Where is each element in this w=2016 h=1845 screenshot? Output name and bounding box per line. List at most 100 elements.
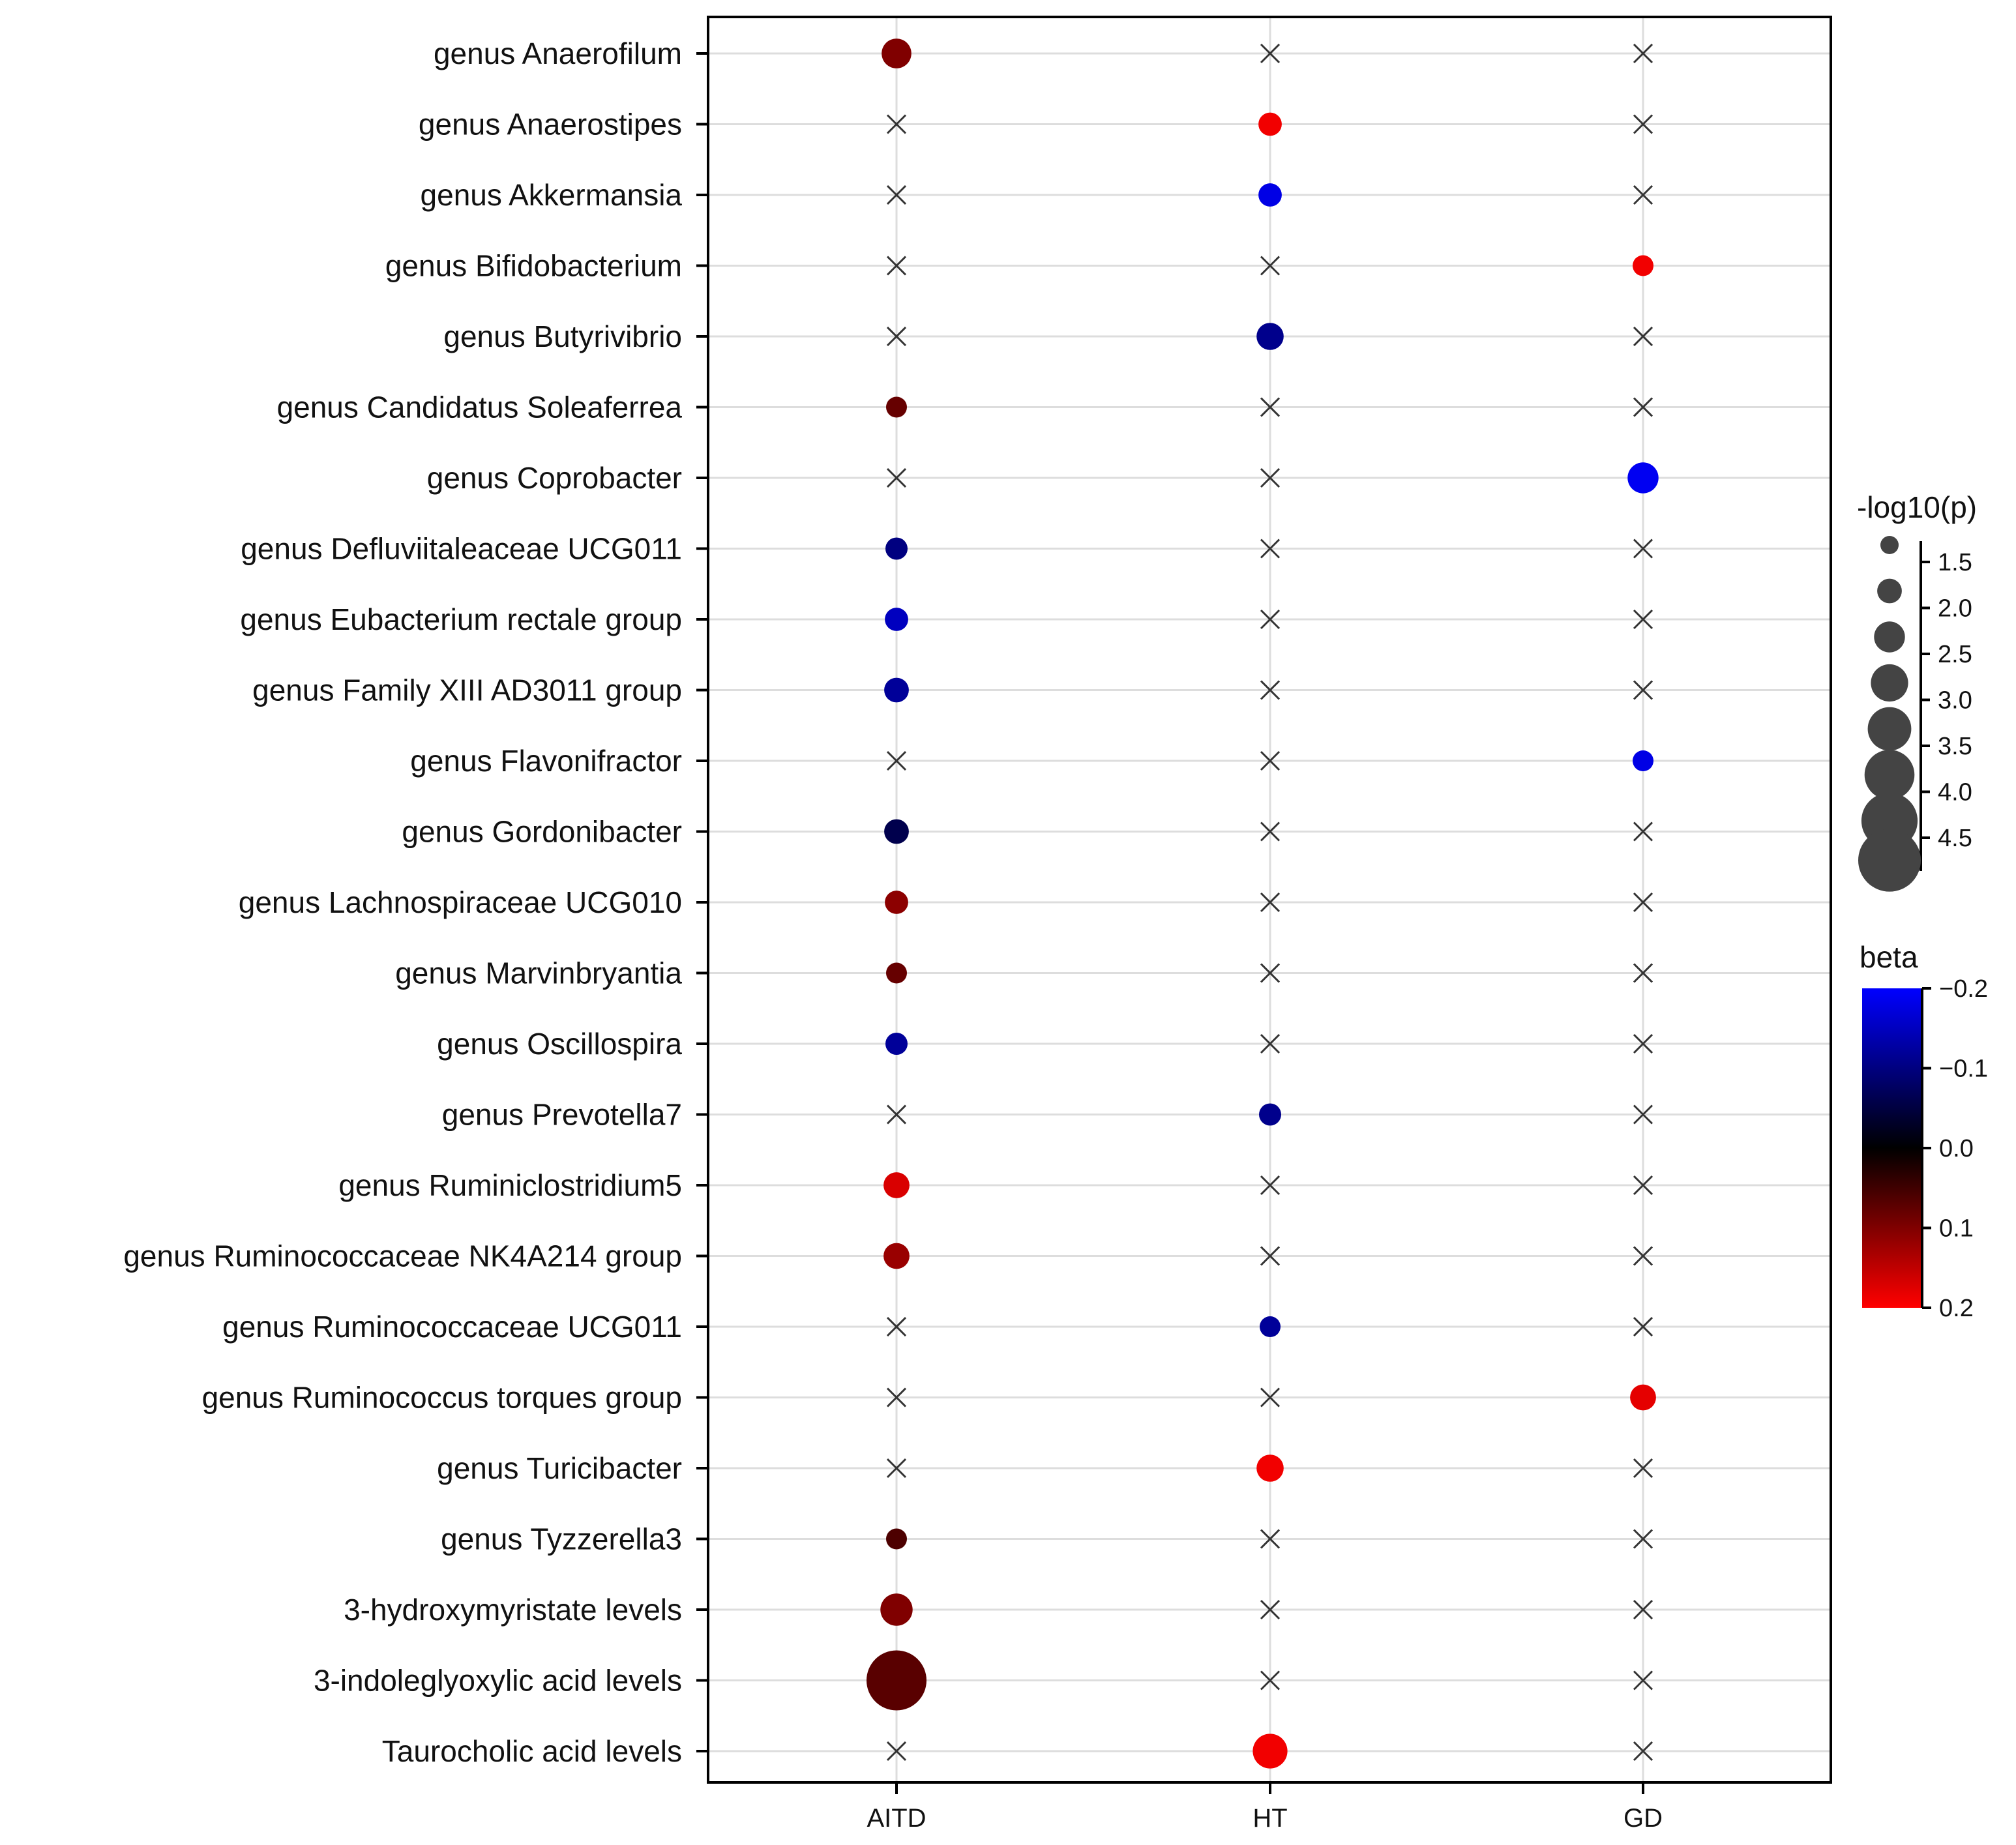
y-tick-label: genus Tyzzerella3: [441, 1522, 682, 1556]
y-tick-label: genus Bifidobacterium: [385, 249, 682, 283]
y-tick-label: genus Butyrivibrio: [443, 319, 682, 353]
data-dot: [1260, 1316, 1281, 1337]
absent-cross: [1260, 256, 1281, 276]
absent-cross: [1633, 1599, 1653, 1620]
y-tick-label: genus Ruminiclostridium5: [338, 1168, 682, 1202]
data-dot: [883, 1243, 910, 1269]
size-legend-dot: [1867, 707, 1912, 751]
absent-cross: [1633, 1529, 1653, 1549]
y-tick-label: genus Flavonifractor: [410, 744, 682, 778]
absent-cross: [886, 256, 907, 276]
absent-cross: [1260, 1033, 1281, 1054]
color-legend: beta −0.2 −0.1 0.0 0.1 0.2: [1860, 940, 1988, 1322]
absent-cross: [1633, 1741, 1653, 1762]
absent-cross: [1260, 1246, 1281, 1266]
y-tick-label: genus Defluviitaleaceae UCG011: [241, 532, 682, 566]
absent-cross: [1633, 1175, 1653, 1196]
size-legend-dot: [1880, 536, 1899, 554]
size-legend-tick-label: 3.0: [1938, 687, 1972, 715]
data-dot: [1627, 462, 1659, 494]
y-tick-label: genus Eubacterium rectale group: [240, 602, 682, 636]
data-dot: [1256, 323, 1284, 350]
data-dot: [884, 677, 909, 703]
data-dot: [885, 1033, 908, 1055]
x-tick-label: GD: [1623, 1804, 1663, 1833]
absent-cross: [1633, 1033, 1653, 1054]
size-legend-tick-label: 4.5: [1938, 825, 1972, 852]
data-dot: [1633, 255, 1653, 276]
size-legend: -log10(p) 1.5 2.0 2.5 3.0 3.5 4.0 4.5: [1857, 490, 1977, 892]
data-dot: [886, 396, 907, 418]
y-tick-label: genus Turicibacter: [437, 1451, 682, 1485]
data-dot: [867, 1650, 926, 1711]
y-tick-label: Taurocholic acid levels: [382, 1734, 682, 1768]
y-tick-label: genus Lachnospiraceae UCG010: [239, 885, 682, 919]
absent-cross: [886, 1458, 907, 1479]
data-dot: [885, 608, 908, 631]
absent-cross: [1260, 750, 1281, 771]
y-tick-label: genus Coprobacter: [427, 461, 682, 495]
absent-cross: [1260, 1175, 1281, 1196]
color-legend-tick-label: 0.0: [1939, 1135, 1974, 1162]
x-tick-label: AITD: [867, 1804, 926, 1833]
y-tick-label: genus Marvinbryantia: [395, 956, 682, 990]
absent-cross: [886, 184, 907, 205]
y-tick-label: genus Gordonibacter: [402, 815, 682, 849]
absent-cross: [886, 1104, 907, 1125]
y-tick-label: genus Oscillospira: [437, 1027, 682, 1061]
absent-cross: [886, 326, 907, 347]
data-dot: [1259, 1103, 1281, 1126]
size-legend-tick-label: 2.0: [1938, 595, 1972, 623]
absent-cross: [1633, 184, 1653, 205]
data-dot: [1256, 1454, 1284, 1482]
absent-cross: [1633, 539, 1653, 559]
absent-cross: [1633, 43, 1653, 64]
absent-cross: [1260, 609, 1281, 630]
absent-cross: [886, 750, 907, 771]
y-tick-label: 3-hydroxymyristate levels: [344, 1593, 682, 1627]
size-legend-tick-label: 1.5: [1938, 549, 1972, 576]
absent-cross: [1633, 1458, 1653, 1479]
absent-cross: [886, 1387, 907, 1408]
size-legend-dot: [1874, 621, 1905, 653]
absent-cross: [1260, 467, 1281, 488]
absent-cross: [886, 114, 907, 134]
absent-cross: [1633, 963, 1653, 983]
color-legend-tick-label: −0.2: [1939, 975, 1988, 1003]
size-legend-dot: [1877, 578, 1902, 604]
color-legend-bar: [1862, 988, 1922, 1308]
absent-cross: [1633, 609, 1653, 630]
y-axis: genus Anaerofilum genus Anaerostipes genus…: [123, 37, 708, 1768]
absent-cross: [1633, 892, 1653, 913]
data-dot: [882, 38, 912, 68]
absent-cross: [1260, 397, 1281, 417]
size-legend-tick-label: 3.5: [1938, 733, 1972, 760]
size-legend-dot: [1858, 829, 1921, 892]
data-dot: [1633, 750, 1653, 771]
color-legend-tick-label: 0.2: [1939, 1295, 1974, 1322]
y-tick-label: genus Anaerofilum: [434, 37, 682, 70]
gridlines: [708, 17, 1831, 1782]
absent-cross: [1260, 1599, 1281, 1620]
data-dot: [883, 1172, 910, 1198]
data-dot: [880, 1593, 913, 1626]
absent-cross: [1633, 1104, 1653, 1125]
absent-cross: [1633, 1246, 1653, 1266]
absent-cross: [886, 1316, 907, 1337]
absent-cross: [1633, 1316, 1653, 1337]
data-dot: [1258, 183, 1282, 207]
data-dot: [1253, 1734, 1288, 1769]
y-tick-label: genus Prevotella7: [442, 1098, 682, 1132]
absent-cross: [1633, 1670, 1653, 1690]
y-tick-label: genus Akkermansia: [421, 178, 683, 212]
absent-cross: [1260, 1529, 1281, 1549]
absent-cross: [886, 467, 907, 488]
absent-cross: [1260, 680, 1281, 700]
color-legend-tick-label: −0.1: [1939, 1055, 1988, 1083]
absent-cross: [1633, 680, 1653, 700]
absent-cross: [1633, 397, 1653, 417]
absent-cross: [1260, 539, 1281, 559]
y-tick-label: genus Family XIII AD3011 group: [252, 673, 682, 707]
size-legend-title: -log10(p): [1857, 490, 1977, 524]
absent-cross: [1260, 892, 1281, 913]
